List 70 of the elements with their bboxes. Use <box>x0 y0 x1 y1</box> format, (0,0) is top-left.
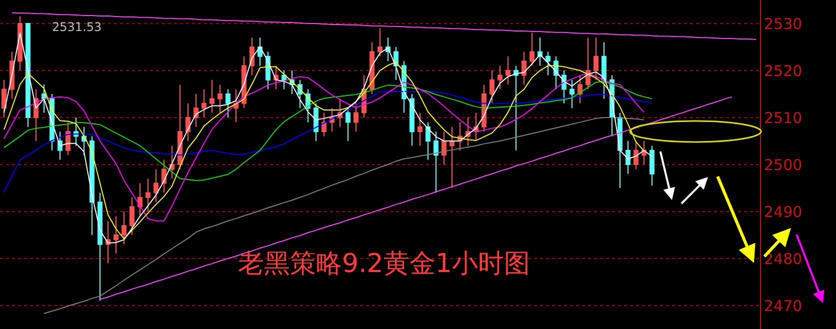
candlestick <box>378 28 382 57</box>
candlestick <box>202 88 206 118</box>
candlestick <box>42 84 46 114</box>
line-series <box>44 117 644 314</box>
candlestick <box>578 74 582 104</box>
candlestick <box>426 122 430 160</box>
candlestick <box>226 88 230 118</box>
line-series <box>4 80 652 181</box>
y-tick-label: 2470 <box>764 296 802 315</box>
candlestick <box>138 182 142 217</box>
candlestick <box>178 84 182 170</box>
candlestick <box>498 65 502 90</box>
candlestick <box>602 42 606 100</box>
candlestick <box>130 196 134 236</box>
candlestick <box>146 178 150 212</box>
y-tick-label: 2480 <box>764 250 802 268</box>
candlestick <box>490 70 494 104</box>
y-tick-label: 2490 <box>764 202 802 221</box>
candlestick <box>322 112 326 137</box>
candlestick <box>122 211 126 245</box>
candlestick <box>314 102 318 142</box>
candlestick <box>586 37 590 90</box>
line-series <box>4 91 652 193</box>
line-series <box>12 12 756 40</box>
annotation: 老黑策略9.2黄金1小时图 <box>238 249 530 279</box>
candlestick <box>186 102 190 142</box>
candlestick <box>626 140 630 174</box>
candlestick <box>346 108 350 142</box>
candlestick <box>530 32 534 66</box>
candlestick <box>546 51 550 76</box>
candlestick <box>410 94 414 146</box>
candlestick <box>98 192 102 302</box>
candlestick <box>522 51 526 86</box>
line-series <box>4 62 644 240</box>
candlestick <box>434 131 438 194</box>
candlestick <box>194 94 198 128</box>
candlestick <box>370 42 374 94</box>
candlestick <box>106 220 110 264</box>
y-tick-label: 2500 <box>764 156 802 174</box>
candlestick <box>210 79 214 114</box>
y-tick-label: 2530 <box>764 14 802 33</box>
candlestick <box>442 131 446 165</box>
candlestick <box>354 102 358 132</box>
candlestick <box>66 122 70 156</box>
candlestick <box>570 79 574 109</box>
candlestick <box>506 56 510 86</box>
candlestick <box>218 84 222 114</box>
candlestick <box>282 70 286 90</box>
line-series <box>4 72 644 222</box>
candlestick <box>234 88 238 123</box>
candlestick <box>450 126 454 188</box>
candlestick <box>514 65 518 151</box>
candlestick <box>418 112 422 146</box>
candlestick <box>170 145 174 180</box>
candlestick <box>82 126 86 156</box>
candlestick <box>74 117 78 146</box>
line-series <box>4 32 652 244</box>
candlestick <box>154 168 158 203</box>
candlestick <box>650 145 654 186</box>
line-series <box>100 96 732 300</box>
candlestick <box>114 216 118 254</box>
y-tick-label: 2510 <box>764 108 802 127</box>
annotation: 2531.53 <box>52 20 102 34</box>
candlestick <box>594 37 598 80</box>
candlestick <box>298 79 302 109</box>
y-tick-label: 2520 <box>764 62 802 80</box>
candlestick <box>642 140 646 165</box>
candlestick <box>2 79 6 118</box>
candlestick <box>634 140 638 170</box>
candlestick <box>26 23 30 128</box>
